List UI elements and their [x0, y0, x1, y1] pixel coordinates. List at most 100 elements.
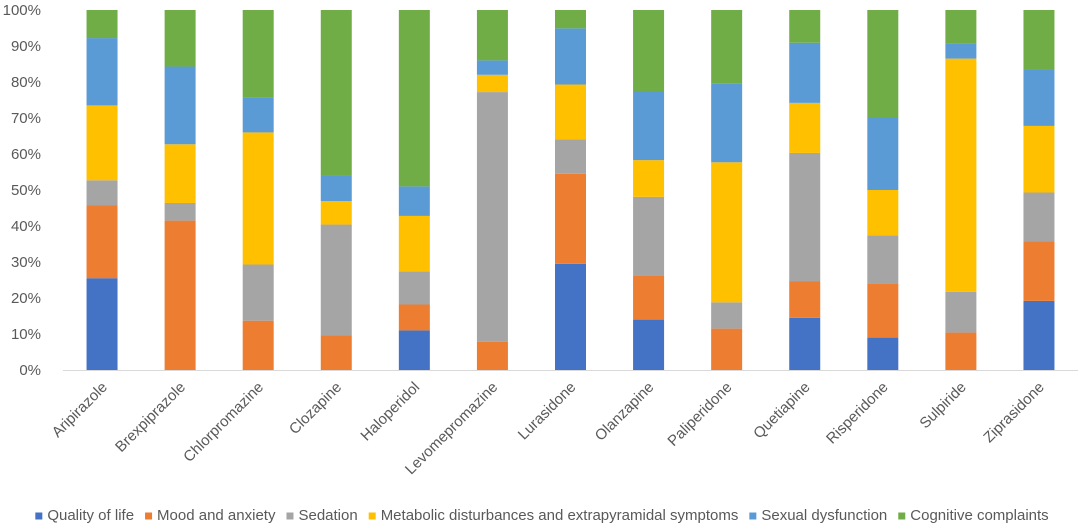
bar-segment: [867, 190, 899, 236]
legend-label: Quality of life: [47, 507, 134, 524]
bar-segment: [476, 60, 508, 75]
y-tick-label: 30%: [11, 254, 41, 271]
y-tick-label: 80%: [11, 74, 41, 91]
bar-segment: [633, 196, 665, 276]
legend-swatch: [749, 512, 757, 520]
bar-segment: [476, 341, 508, 370]
legend-item: Metabolic disturbances and extrapyramida…: [368, 507, 739, 524]
legend-label: Metabolic disturbances and extrapyramida…: [381, 507, 739, 524]
bar-segment: [476, 92, 508, 342]
bar-segment: [86, 105, 118, 181]
bar-segment: [164, 66, 196, 145]
legend-item: Cognitive complaints: [898, 507, 1049, 524]
x-tick-label: Paliperidone: [664, 379, 735, 450]
bar-segment: [867, 337, 899, 370]
bar-segment: [1023, 10, 1055, 70]
bar-segment: [1023, 241, 1055, 301]
bar-segment: [711, 302, 743, 329]
bar-segment: [789, 317, 821, 370]
bar-segment: [711, 328, 743, 370]
bar-segment: [398, 304, 430, 331]
bar-segment: [789, 102, 821, 153]
bar-segment: [398, 330, 430, 370]
legend-label: Sexual dysfunction: [761, 507, 887, 524]
legend: Quality of life Mood and anxiety Sedation M…: [35, 507, 1049, 524]
x-tick-label: Brexpiprazole: [112, 379, 189, 456]
bar-segment: [555, 84, 586, 140]
bar-segment: [320, 335, 352, 370]
bar-segment: [164, 10, 196, 67]
bar-segment: [633, 160, 665, 197]
legend-swatch: [145, 512, 153, 520]
bar-segment: [476, 10, 508, 61]
bar-segment: [789, 281, 821, 318]
bar-segment: [242, 264, 274, 321]
x-tick-label: Ziprasidone: [980, 379, 1047, 446]
y-tick-label: 60%: [11, 146, 41, 163]
y-tick-label: 20%: [11, 290, 41, 307]
legend-item: Sedation: [286, 507, 358, 524]
bar-segment: [320, 10, 352, 176]
legend-swatch: [898, 512, 906, 520]
legend-label: Mood and anxiety: [157, 507, 276, 524]
legend-item: Sexual dysfunction: [749, 507, 887, 524]
bar-segment: [711, 83, 743, 163]
bar-segment: [164, 202, 196, 221]
legend-item: Mood and anxiety: [145, 507, 276, 524]
bar-segment: [867, 283, 899, 338]
bar-segment: [633, 10, 665, 91]
bar-segment: [164, 220, 196, 370]
bar-segment: [555, 263, 586, 370]
bar-segment: [86, 10, 118, 39]
legend-swatch: [368, 512, 376, 520]
bar-segment: [242, 132, 274, 265]
x-tick-label: Aripirazole: [49, 379, 111, 441]
bar-segment: [86, 205, 118, 279]
bar-segment: [555, 10, 586, 29]
bar-segment: [555, 173, 586, 264]
bar-segment: [86, 278, 118, 370]
bar-segment: [86, 180, 118, 206]
x-tick-label: Lurasidone: [515, 379, 580, 444]
bar-segment: [398, 271, 430, 305]
bar-segment: [1023, 69, 1055, 126]
bar-segment: [86, 38, 118, 106]
x-tick-label: Olanzapine: [592, 379, 658, 445]
bar-segment: [945, 291, 977, 333]
bar-segment: [789, 152, 821, 282]
x-tick-label: Haloperidol: [357, 379, 423, 445]
bar-segment: [945, 332, 977, 370]
bar-segment: [398, 186, 430, 216]
bar-segment: [320, 201, 352, 225]
x-tick-label: Sulpiride: [916, 379, 969, 432]
bar-segment: [789, 42, 821, 103]
bar-segment: [1023, 300, 1055, 370]
bar-segment: [633, 275, 665, 320]
bar-segment: [398, 215, 430, 272]
bar-segment: [320, 175, 352, 202]
bar-segment: [945, 10, 977, 44]
y-tick-label: 0%: [19, 362, 41, 379]
bar-segment: [867, 10, 899, 118]
bar-segment: [867, 118, 899, 190]
legend-swatch: [35, 512, 43, 520]
bar-segment: [711, 162, 743, 303]
legend-item: Quality of life: [35, 507, 134, 524]
bar-segment: [945, 58, 977, 292]
bar-segment: [1023, 125, 1055, 193]
bar-segment: [320, 224, 352, 336]
bar-segment: [867, 235, 899, 284]
x-tick-label: Chlorpromazine: [180, 379, 267, 466]
y-tick-label: 10%: [11, 326, 41, 343]
y-tick-label: 50%: [11, 182, 41, 199]
bar-segment: [476, 74, 508, 93]
bars: [86, 10, 1055, 370]
bar-segment: [1023, 192, 1055, 242]
y-tick-label: 40%: [11, 218, 41, 235]
bar-segment: [633, 319, 665, 370]
bar-segment: [242, 97, 274, 133]
legend-label: Sedation: [298, 507, 357, 524]
legend-swatch: [286, 512, 294, 520]
